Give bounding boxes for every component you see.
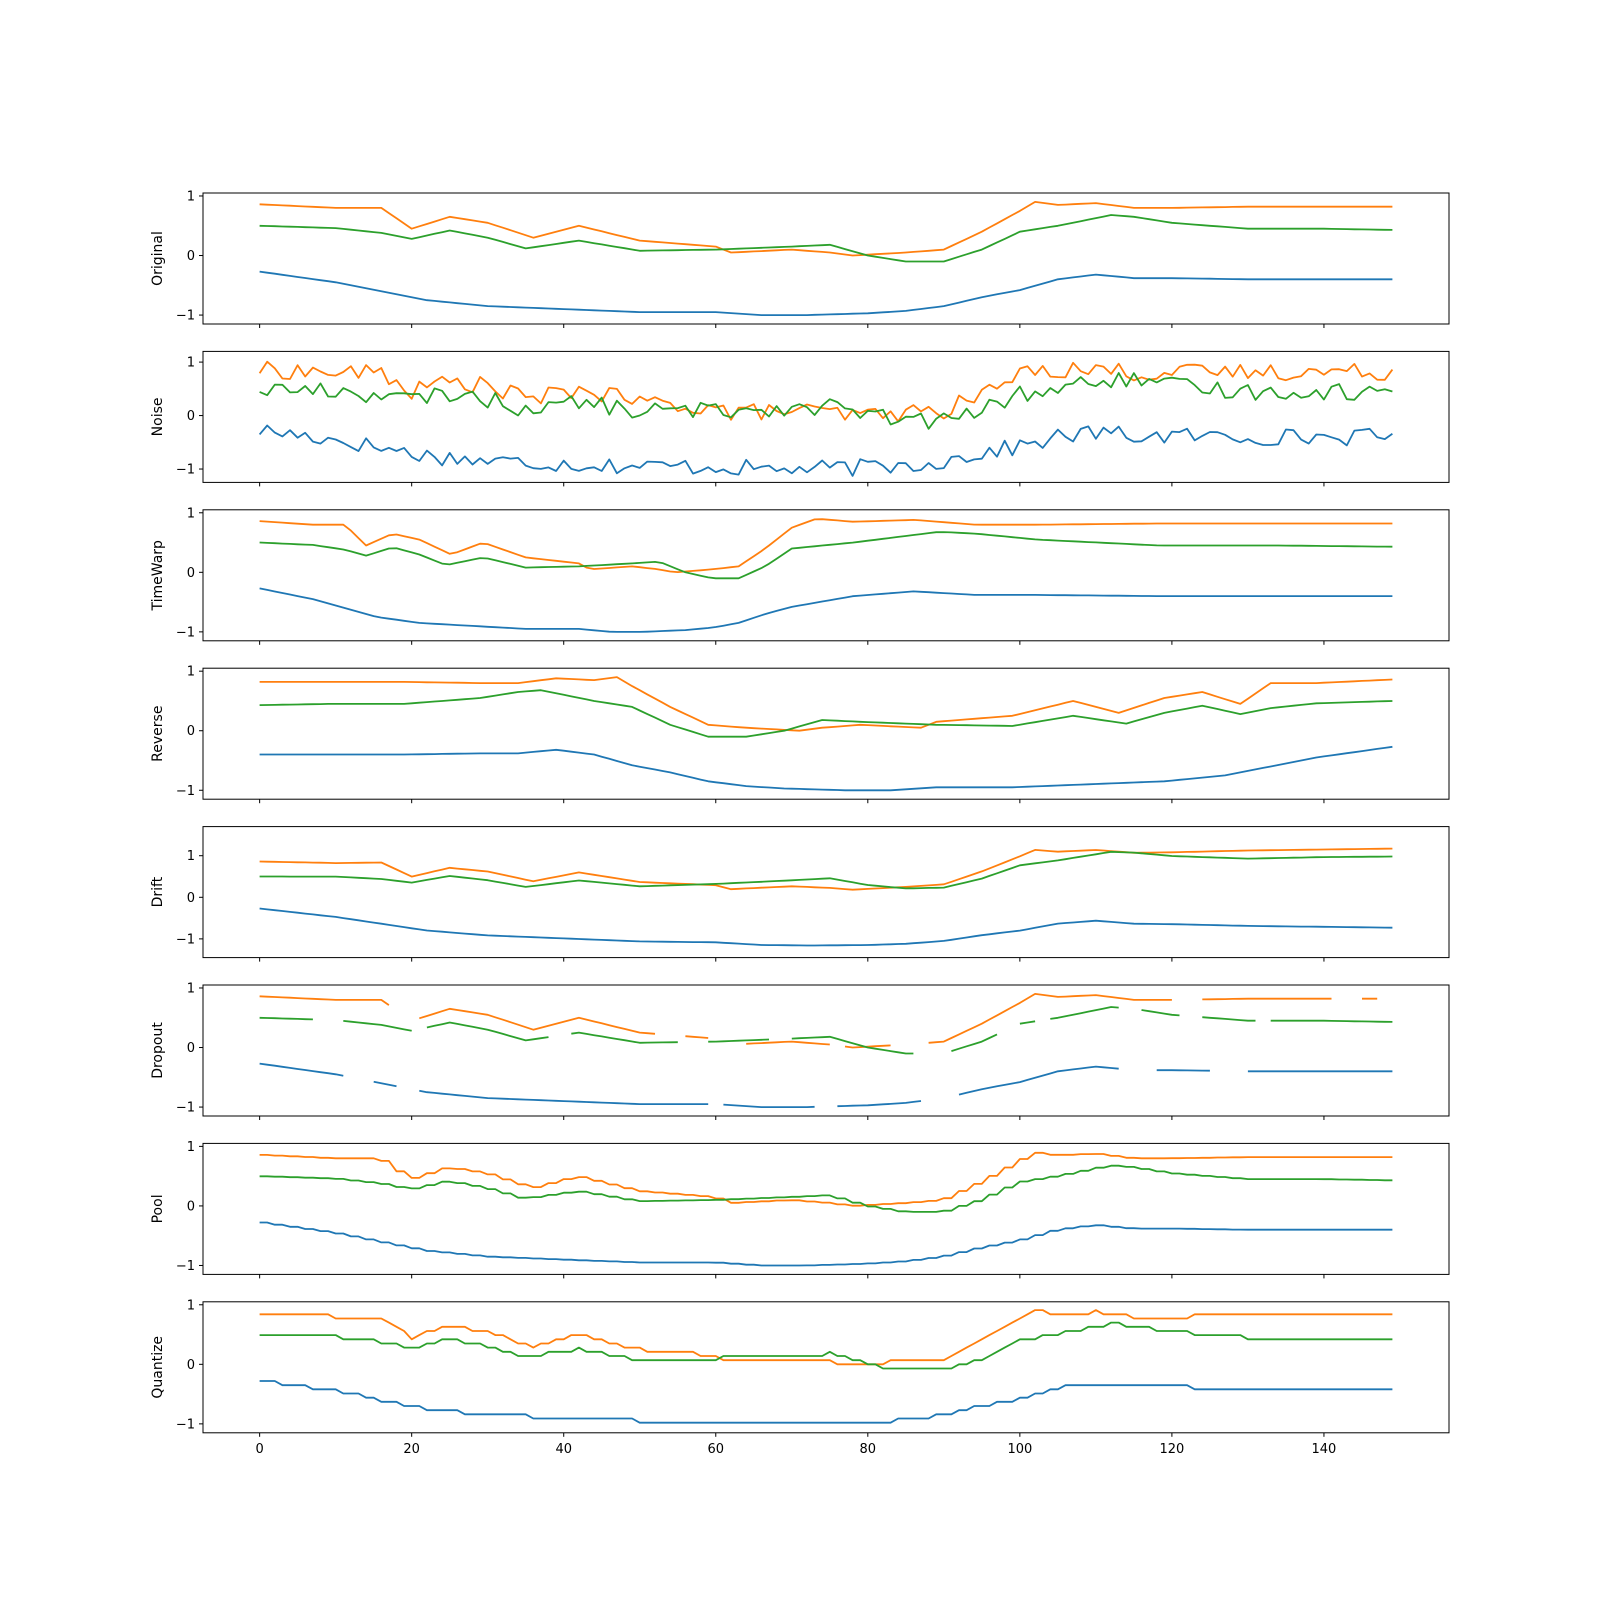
y-tick-label: 1 — [187, 356, 195, 371]
series-line-3 — [259, 689, 1393, 738]
axes-frame — [202, 1142, 1450, 1275]
y-axis-label: Original — [150, 231, 166, 286]
y-tick-label: 1 — [187, 981, 195, 996]
subplot-pool: −1 0 1 Pool — [150, 1140, 1450, 1279]
y-tick-label: 0 — [187, 566, 195, 581]
series-line-1 — [259, 587, 1393, 633]
series-line-1 — [259, 270, 1393, 316]
y-tick-label: −1 — [176, 784, 195, 799]
axes-frame — [202, 1301, 1450, 1434]
subplot-dropout: −1 0 1 Dropout — [150, 981, 1450, 1120]
y-tick-label: 0 — [187, 724, 195, 739]
y-tick-label: 1 — [187, 1298, 195, 1313]
series-line-3 — [259, 372, 1393, 430]
y-tick-label: 1 — [187, 189, 195, 204]
series-line-3 — [259, 1006, 1393, 1055]
y-tick-label: −1 — [176, 309, 195, 324]
series-line-2 — [259, 518, 1393, 573]
series-line-2 — [259, 676, 1393, 732]
y-tick-label: 1 — [187, 1140, 195, 1155]
x-tick-label: 60 — [707, 1442, 724, 1457]
x-tick-label: 40 — [555, 1442, 572, 1457]
series-line-1 — [259, 1380, 1393, 1424]
y-tick-label: −1 — [176, 625, 195, 640]
y-tick-label: 1 — [187, 849, 195, 864]
series-line-3 — [259, 531, 1393, 580]
subplot-reverse: −1 0 1 Reverse — [150, 665, 1450, 804]
series-line-3 — [259, 1164, 1393, 1213]
y-tick-label: 0 — [187, 1358, 195, 1373]
series-line-3 — [259, 214, 1393, 263]
series-line-2 — [259, 1151, 1393, 1207]
axes-frame — [202, 350, 1450, 483]
y-tick-label: 0 — [187, 409, 195, 424]
y-axis-label: Noise — [150, 397, 166, 436]
y-axis-label: TimeWarp — [150, 540, 166, 612]
y-tick-label: −1 — [176, 932, 195, 947]
axes-frame — [202, 984, 1450, 1117]
series-line-2 — [258, 360, 1394, 423]
x-tick-label: 100 — [1007, 1442, 1032, 1457]
series-line-1 — [258, 424, 1393, 477]
y-tick-label: −1 — [176, 1101, 195, 1116]
series-line-2 — [259, 993, 1378, 1049]
y-tick-label: 1 — [187, 506, 195, 521]
axes-frame — [202, 826, 1450, 959]
subplot-original: −1 0 1 Original — [150, 189, 1450, 328]
y-tick-label: 0 — [187, 1041, 195, 1056]
subplot-drift: −1 0 1 Drift — [150, 826, 1450, 962]
series-line-1 — [259, 1221, 1393, 1267]
x-tick-label: 120 — [1159, 1442, 1184, 1457]
y-tick-label: −1 — [176, 1417, 195, 1432]
y-tick-label: 0 — [187, 1199, 195, 1214]
axes-frame — [202, 667, 1450, 800]
x-tick-label: 0 — [255, 1442, 263, 1457]
series-line-3 — [259, 850, 1393, 890]
y-tick-label: −1 — [176, 463, 195, 478]
series-line-2 — [259, 847, 1393, 891]
y-axis-label: Pool — [150, 1194, 166, 1223]
axes-frame — [202, 192, 1450, 325]
series-line-2 — [259, 201, 1393, 257]
x-tick-label: 20 — [403, 1442, 420, 1457]
subplot-timewarp: −1 0 1 TimeWarp — [150, 506, 1450, 645]
y-tick-label: −1 — [176, 1259, 195, 1274]
x-tick-label: 80 — [860, 1442, 877, 1457]
y-tick-label: 0 — [187, 891, 195, 906]
y-axis-label: Reverse — [150, 706, 166, 762]
series-line-2 — [259, 1309, 1393, 1366]
series-line-1 — [259, 907, 1393, 947]
y-axis-label: Drift — [150, 876, 166, 907]
series-line-1 — [259, 745, 1393, 792]
y-tick-label: 1 — [187, 665, 195, 680]
x-tick-label: 140 — [1312, 1442, 1337, 1457]
series-line-1 — [259, 1062, 1393, 1108]
axes-frame — [202, 509, 1450, 642]
y-axis-label: Quantize — [150, 1336, 166, 1399]
y-tick-label: 0 — [187, 249, 195, 264]
y-axis-label: Dropout — [150, 1022, 166, 1079]
subplot-noise: −1 0 1 Noise — [150, 350, 1450, 487]
series-line-3 — [259, 1321, 1393, 1370]
